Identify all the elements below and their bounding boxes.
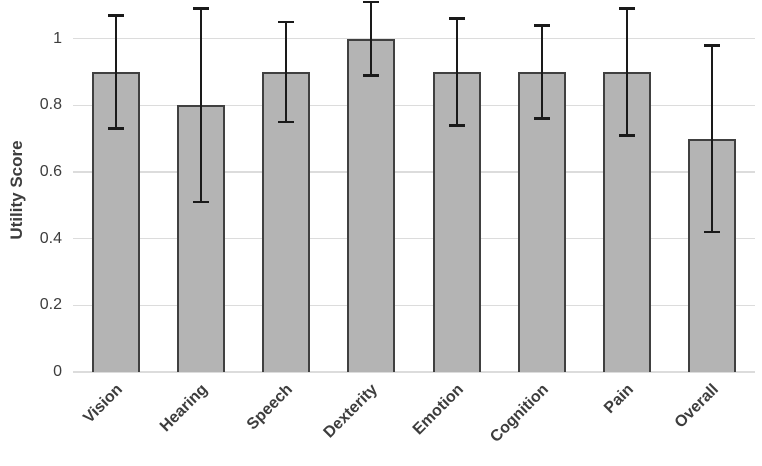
error-cap-top-hearing xyxy=(192,7,209,10)
error-bar-line-speech xyxy=(285,21,288,122)
gridline-y-0 xyxy=(73,371,755,373)
y-tick-label-0: 0 xyxy=(53,363,62,380)
x-category-label-pain: Pain xyxy=(601,381,638,417)
gridline-y-0.8 xyxy=(73,104,755,107)
bar-cognition xyxy=(517,71,566,372)
error-bar-line-cognition xyxy=(540,25,543,119)
error-cap-top-emotion xyxy=(448,17,465,20)
error-bar-line-emotion xyxy=(455,18,458,126)
x-category-label-emotion: Emotion xyxy=(409,381,467,439)
bar-dexterity xyxy=(347,38,396,372)
error-cap-bottom-emotion xyxy=(448,124,465,127)
gridline-y-0.4 xyxy=(73,237,755,240)
y-tick-label-1: 1 xyxy=(53,29,62,47)
error-cap-bottom-hearing xyxy=(192,200,209,204)
y-tick-label-0.8: 0.8 xyxy=(39,96,62,114)
gridline-y-1 xyxy=(73,37,755,40)
error-cap-top-dexterity xyxy=(363,0,380,4)
error-cap-top-vision xyxy=(107,14,124,17)
y-tick-label-0.2: 0.2 xyxy=(39,296,62,314)
x-category-label-vision: Vision xyxy=(79,381,126,427)
y-axis-tick-labels: 0 0.2 0.4 0.6 0.8 1 xyxy=(0,0,62,380)
error-cap-bottom-vision xyxy=(107,127,124,130)
gridline-y-0.6 xyxy=(73,171,755,173)
error-bar-line-hearing xyxy=(199,8,202,202)
error-bar-line-pain xyxy=(626,8,629,136)
y-tick-label-0.6: 0.6 xyxy=(39,162,62,180)
error-cap-bottom-dexterity xyxy=(363,74,380,77)
x-category-label-cognition: Cognition xyxy=(487,381,552,446)
error-cap-top-pain xyxy=(619,7,636,10)
plot-area xyxy=(73,0,755,373)
y-tick-label-0.4: 0.4 xyxy=(39,229,62,247)
error-bar-line-vision xyxy=(114,15,117,129)
error-cap-top-cognition xyxy=(533,24,550,27)
error-cap-top-speech xyxy=(278,20,295,24)
gridline-y-0.2 xyxy=(73,304,755,307)
error-cap-bottom-pain xyxy=(619,134,636,137)
x-category-label-speech: Speech xyxy=(243,381,297,434)
error-bar-line-overall xyxy=(711,45,714,232)
x-category-label-dexterity: Dexterity xyxy=(320,381,382,442)
error-cap-bottom-overall xyxy=(704,230,721,234)
error-cap-bottom-speech xyxy=(278,120,295,124)
x-category-label-hearing: Hearing xyxy=(156,381,211,436)
error-bar-line-dexterity xyxy=(370,1,373,76)
error-cap-bottom-cognition xyxy=(533,117,550,120)
error-cap-top-overall xyxy=(704,44,721,47)
x-category-label-overall: Overall xyxy=(672,381,723,432)
